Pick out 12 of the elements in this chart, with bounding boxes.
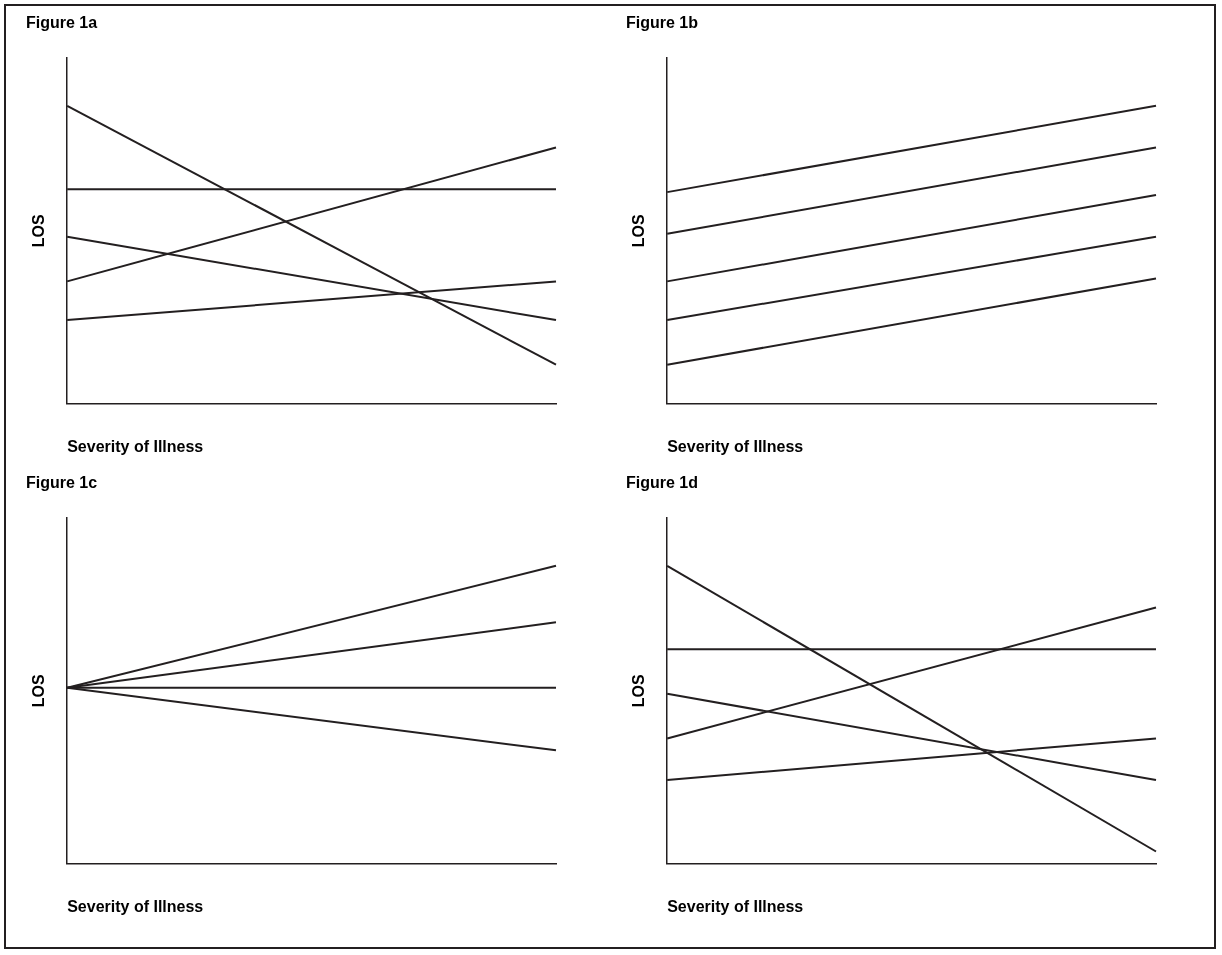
- x-axis-title: Severity of Illness: [667, 437, 804, 455]
- chart-title: Figure 1c: [26, 474, 98, 492]
- x-axis-title: Severity of Illness: [67, 437, 204, 455]
- y-axis-title: LOS: [630, 674, 648, 708]
- chart-title: Figure 1a: [26, 14, 98, 32]
- y-axis-title: LOS: [630, 214, 648, 248]
- y-axis-title: LOS: [30, 674, 48, 708]
- chart-title: Figure 1b: [626, 14, 699, 32]
- y-axis-title: LOS: [30, 214, 48, 248]
- x-axis-title: Severity of Illness: [667, 897, 804, 915]
- chart-title: Figure 1d: [626, 474, 699, 492]
- x-axis-title: Severity of Illness: [67, 897, 204, 915]
